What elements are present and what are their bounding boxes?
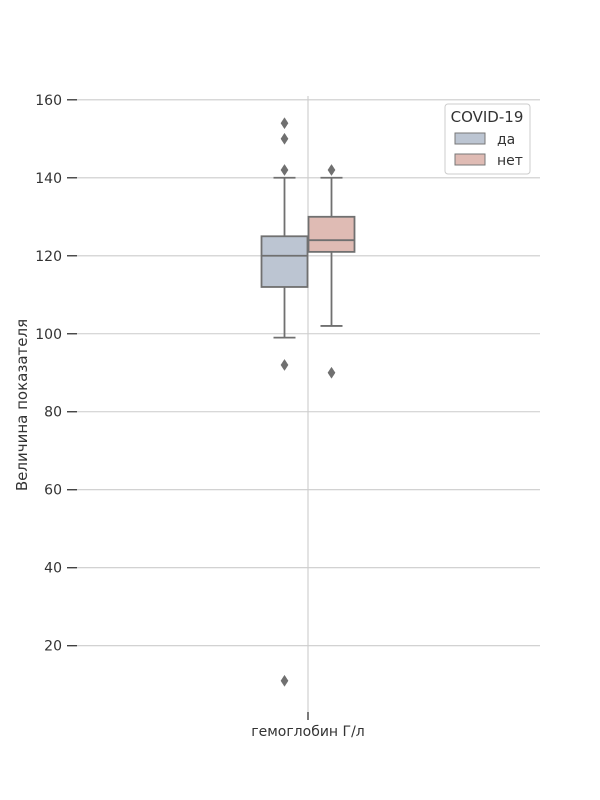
outlier-0-2 [280, 164, 289, 176]
box-iqr-0 [260, 235, 309, 288]
legend: COVID-19 да нет [444, 103, 531, 175]
box-series-1 [307, 164, 356, 379]
outlier-0-1 [280, 132, 289, 145]
outlier-0-0 [280, 117, 289, 130]
outlier-1-1 [327, 366, 336, 379]
outlier-0-4 [280, 674, 289, 687]
outlier-1-0 [327, 164, 336, 176]
legend-swatch-1 [454, 153, 486, 166]
outlier-0-3 [280, 358, 289, 371]
x-tick-label-0: гемоглобин Г/л [251, 724, 365, 740]
legend-label-1: нет [497, 153, 523, 169]
axes: 20 40 60 80 100 120 140 160 гемоглобин Г/л [35, 93, 364, 740]
legend-swatch-0 [454, 132, 486, 145]
y-tick-label-120: 120 [35, 249, 62, 265]
y-tick-label-20: 20 [44, 639, 62, 655]
box-series-0 [260, 117, 309, 687]
grid [77, 96, 540, 712]
y-tick-label-140: 140 [35, 171, 62, 187]
y-tick-label-40: 40 [44, 561, 62, 577]
y-tick-label-160: 160 [35, 93, 62, 109]
y-tick-label-80: 80 [44, 405, 62, 421]
legend-title: COVID-19 [451, 108, 524, 126]
y-axis-label: Величина показателя [13, 319, 31, 491]
y-tick-label-100: 100 [35, 327, 62, 343]
y-tick-label-60: 60 [44, 483, 62, 499]
boxes [260, 117, 356, 687]
legend-label-0: да [497, 132, 515, 148]
box-iqr-1 [307, 215, 356, 253]
